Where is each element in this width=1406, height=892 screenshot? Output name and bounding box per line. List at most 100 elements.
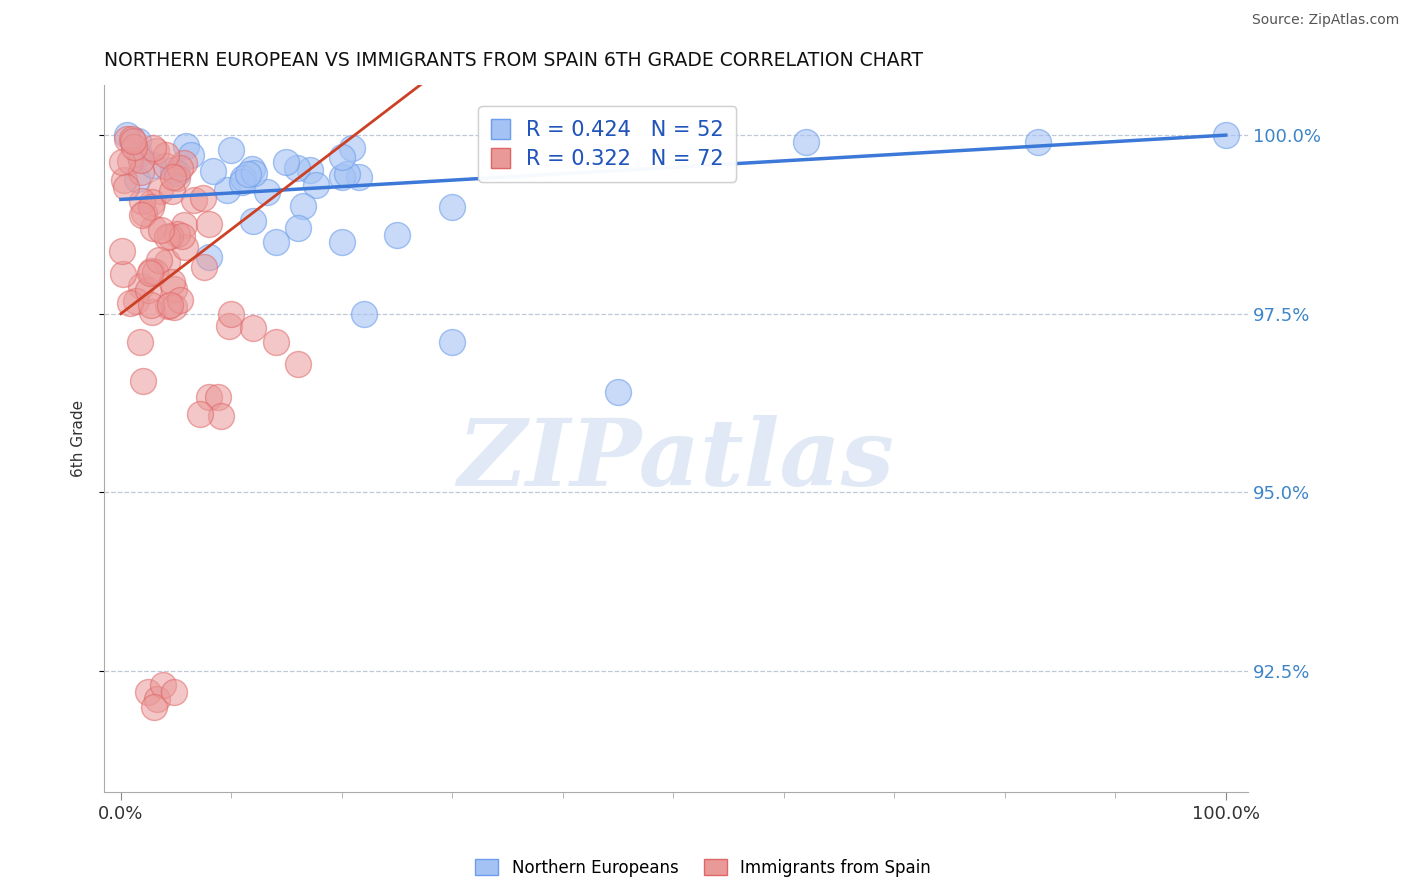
Text: NORTHERN EUROPEAN VS IMMIGRANTS FROM SPAIN 6TH GRADE CORRELATION CHART: NORTHERN EUROPEAN VS IMMIGRANTS FROM SPA… [104,51,924,70]
Point [122,140,145,154]
Point [256,186,278,200]
Point [264,235,287,250]
Point [166,166,188,180]
Point [115,179,138,194]
Point [287,221,309,235]
Point [142,141,165,155]
Point [156,230,179,244]
Point [121,134,143,148]
Point [162,184,184,198]
Point [118,296,141,310]
Point [441,200,464,214]
Point [110,155,132,169]
Point [285,161,308,175]
Legend: R = 0.424   N = 52, R = 0.322   N = 72: R = 0.424 N = 52, R = 0.322 N = 72 [478,106,737,182]
Point [159,298,181,312]
Point [221,307,243,321]
Point [217,184,239,198]
Point [152,678,174,692]
Point [162,163,184,178]
Point [125,171,148,186]
Point [166,227,188,242]
Point [173,240,195,254]
Point [163,282,186,296]
Point [141,305,163,319]
Point [131,165,153,179]
Point [138,685,160,699]
Point [336,167,359,181]
Y-axis label: 6th Grade: 6th Grade [72,401,86,477]
Point [155,147,177,161]
Point [156,299,179,313]
Point [163,301,186,315]
Point [115,128,138,143]
Point [1215,128,1237,142]
Point [305,178,328,192]
Point [115,132,138,146]
Point [188,408,211,422]
Point [169,161,191,176]
Point [340,141,363,155]
Point [166,171,188,186]
Point [607,385,630,400]
Point [145,144,167,158]
Point [156,255,179,269]
Point [159,228,181,243]
Point [143,699,166,714]
Point [142,220,165,235]
Point [299,162,322,177]
Point [111,244,134,258]
Point [118,154,141,169]
Point [347,170,370,185]
Point [163,685,186,699]
Point [149,185,172,199]
Point [138,283,160,297]
Point [202,164,225,178]
Point [142,159,165,173]
Point [264,335,287,350]
Point [150,223,173,237]
Point [173,219,195,233]
Point [219,143,242,157]
Point [141,298,163,312]
Point [287,357,309,371]
Point [131,374,153,388]
Text: ZIPatlas: ZIPatlas [457,415,894,505]
Point [330,150,353,164]
Point [131,279,153,293]
Point [794,135,817,149]
Point [125,293,148,308]
Text: Source: ZipAtlas.com: Source: ZipAtlas.com [1251,13,1399,28]
Point [236,167,259,181]
Point [145,265,167,279]
Point [207,390,229,404]
Legend: Northern Europeans, Immigrants from Spain: Northern Europeans, Immigrants from Spai… [468,853,938,884]
Point [132,206,155,220]
Point [141,200,163,214]
Point [274,154,297,169]
Point [162,275,184,289]
Point [141,195,163,210]
Point [218,318,240,333]
Point [193,260,215,275]
Point [155,159,177,173]
Point [1026,135,1049,149]
Point [139,267,162,281]
Point [121,132,143,146]
Point [112,173,135,187]
Point [128,335,150,350]
Point [231,175,253,189]
Point [127,134,149,148]
Point [243,166,266,180]
Point [209,409,232,423]
Point [240,162,263,177]
Point [242,214,264,228]
Point [242,321,264,335]
Point [162,170,184,185]
Point [169,293,191,307]
Point [330,235,353,250]
Point [139,264,162,278]
Point [330,170,353,185]
Point [183,193,205,207]
Point [172,229,194,244]
